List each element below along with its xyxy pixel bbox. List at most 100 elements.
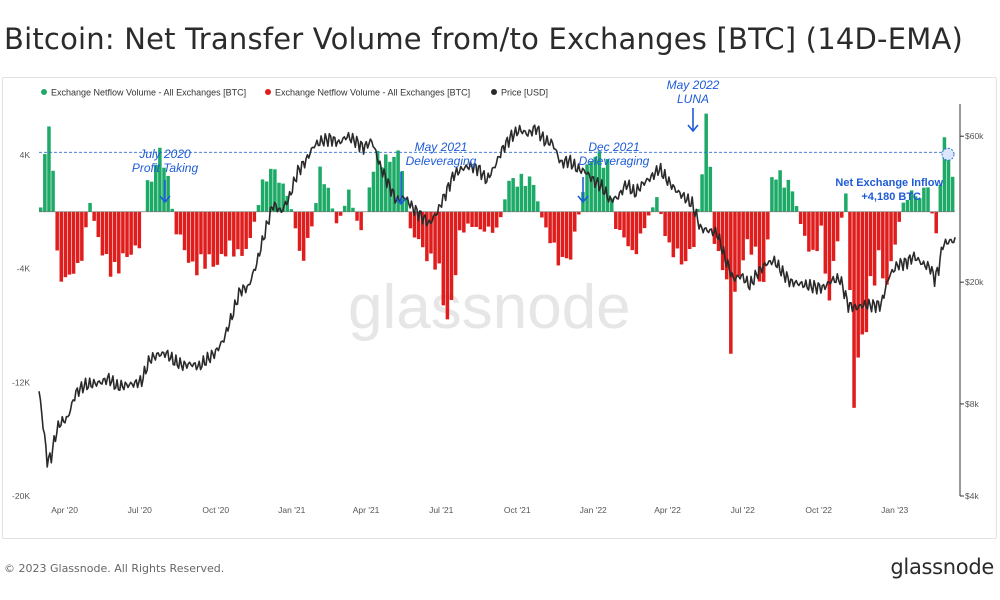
netflow-bar [659,211,663,215]
y-right-tick-label: $60k [965,131,984,141]
x-tick-label: Oct '20 [202,505,229,515]
netflow-bar [905,199,910,212]
netflow-bar [823,211,828,274]
netflow-bar [675,211,680,249]
netflow-bar [166,175,170,212]
netflow-bar [626,211,630,247]
netflow-bar [770,177,774,212]
netflow-bar [913,196,918,212]
axes: 4K -4K -12K -20K $60k $20k $8k $4k Apr '20 Jul '2… [12,104,984,515]
netflow-bar [803,211,807,236]
chart-frame: Exchange Netflow Volume - All Exchanges … [2,77,997,539]
netflow-bar [688,211,692,249]
netflow-bar [671,211,676,258]
netflow-bar [186,211,191,263]
netflow-bar [577,211,581,215]
y-left-tick-label: -4K [17,264,31,274]
legend-label[interactable]: Exchange Netflow Volume - All Exchanges … [275,88,470,98]
netflow-bar [494,211,499,228]
netflow-bar [515,186,519,212]
netflow-bar [885,211,889,285]
netflow-bar [741,211,745,261]
netflow-bar [92,211,96,221]
netflow-bar [889,211,893,262]
netflow-bar [190,211,195,262]
netflow-bar [293,211,298,229]
legend-swatch[interactable] [41,89,47,95]
netflow-bar [392,156,396,212]
netflow-bar [692,211,696,248]
netflow-bar [289,209,294,212]
netflow-bar [462,211,466,233]
threshold-marker [941,147,955,161]
netflow-bar [211,211,216,267]
netflow-bar [408,211,413,229]
netflow-bar [630,211,635,251]
netflow-bar [207,211,211,255]
netflow-bar [642,211,647,229]
netflow-bar [737,211,741,276]
netflow-bar [876,211,881,251]
netflow-bar [499,211,503,218]
netflow-bar [129,211,133,255]
netflow-bars [39,113,955,408]
netflow-bar [651,207,655,212]
netflow-bar [80,211,84,261]
netflow-bar [227,211,232,241]
netflow-bar [938,184,943,212]
legend-label[interactable]: Price [USD] [501,88,548,98]
netflow-bar [334,211,339,224]
netflow-bar [893,211,897,245]
netflow-bar [486,211,491,227]
netflow-bar [252,211,257,222]
netflow-bar [597,151,602,212]
netflow-bar [269,168,273,212]
netflow-bar [663,211,667,236]
netflow-bar [798,211,803,225]
netflow-bar [264,181,269,212]
netflow-bar [856,211,860,358]
watermark-text: glassnode [348,273,631,342]
legend-label[interactable]: Exchange Netflow Volume - All Exchanges … [51,88,246,98]
netflow-bar [174,211,179,235]
netflow-bar [84,211,88,228]
netflow-bar [839,211,844,218]
legend-swatch[interactable] [265,89,271,95]
netflow-bar [724,211,729,280]
netflow-bar [314,203,318,212]
netflow-bar [367,187,372,212]
x-tick-label: Apr '20 [51,505,78,515]
inflow-callout-value: +4,180 BTC [861,191,921,203]
netflow-bar [149,181,154,212]
netflow-bar [786,179,791,212]
legend-swatch[interactable] [491,89,497,95]
netflow-bar [182,211,187,251]
netflow-bar [412,211,417,238]
netflow-bar [310,211,314,227]
netflow-bar [622,211,626,238]
netflow-bar [478,211,483,230]
netflow-bar [326,187,331,212]
y-right-tick-label: $4k [965,491,979,501]
netflow-bar [306,211,310,238]
netflow-bar [683,211,688,262]
netflow-bar [154,164,158,212]
price-series [38,124,956,468]
x-tick-label: Apr '21 [353,505,380,515]
netflow-bar [560,211,565,257]
arrow-down-icon [577,195,589,204]
netflow-bar [811,211,815,250]
chart-legend: Exchange Netflow Volume - All Exchanges … [41,88,548,98]
y-right-tick-label: $8k [965,399,979,409]
netflow-bar [527,176,532,212]
netflow-bar [404,198,409,212]
netflow-bar [63,211,68,278]
netflow-bar [470,211,474,227]
netflow-bar [753,211,758,247]
netflow-bar [75,211,80,263]
netflow-bar [244,211,248,249]
netflow-bar [548,211,552,244]
netflow-bar [482,211,487,232]
netflow-bar [720,211,725,271]
